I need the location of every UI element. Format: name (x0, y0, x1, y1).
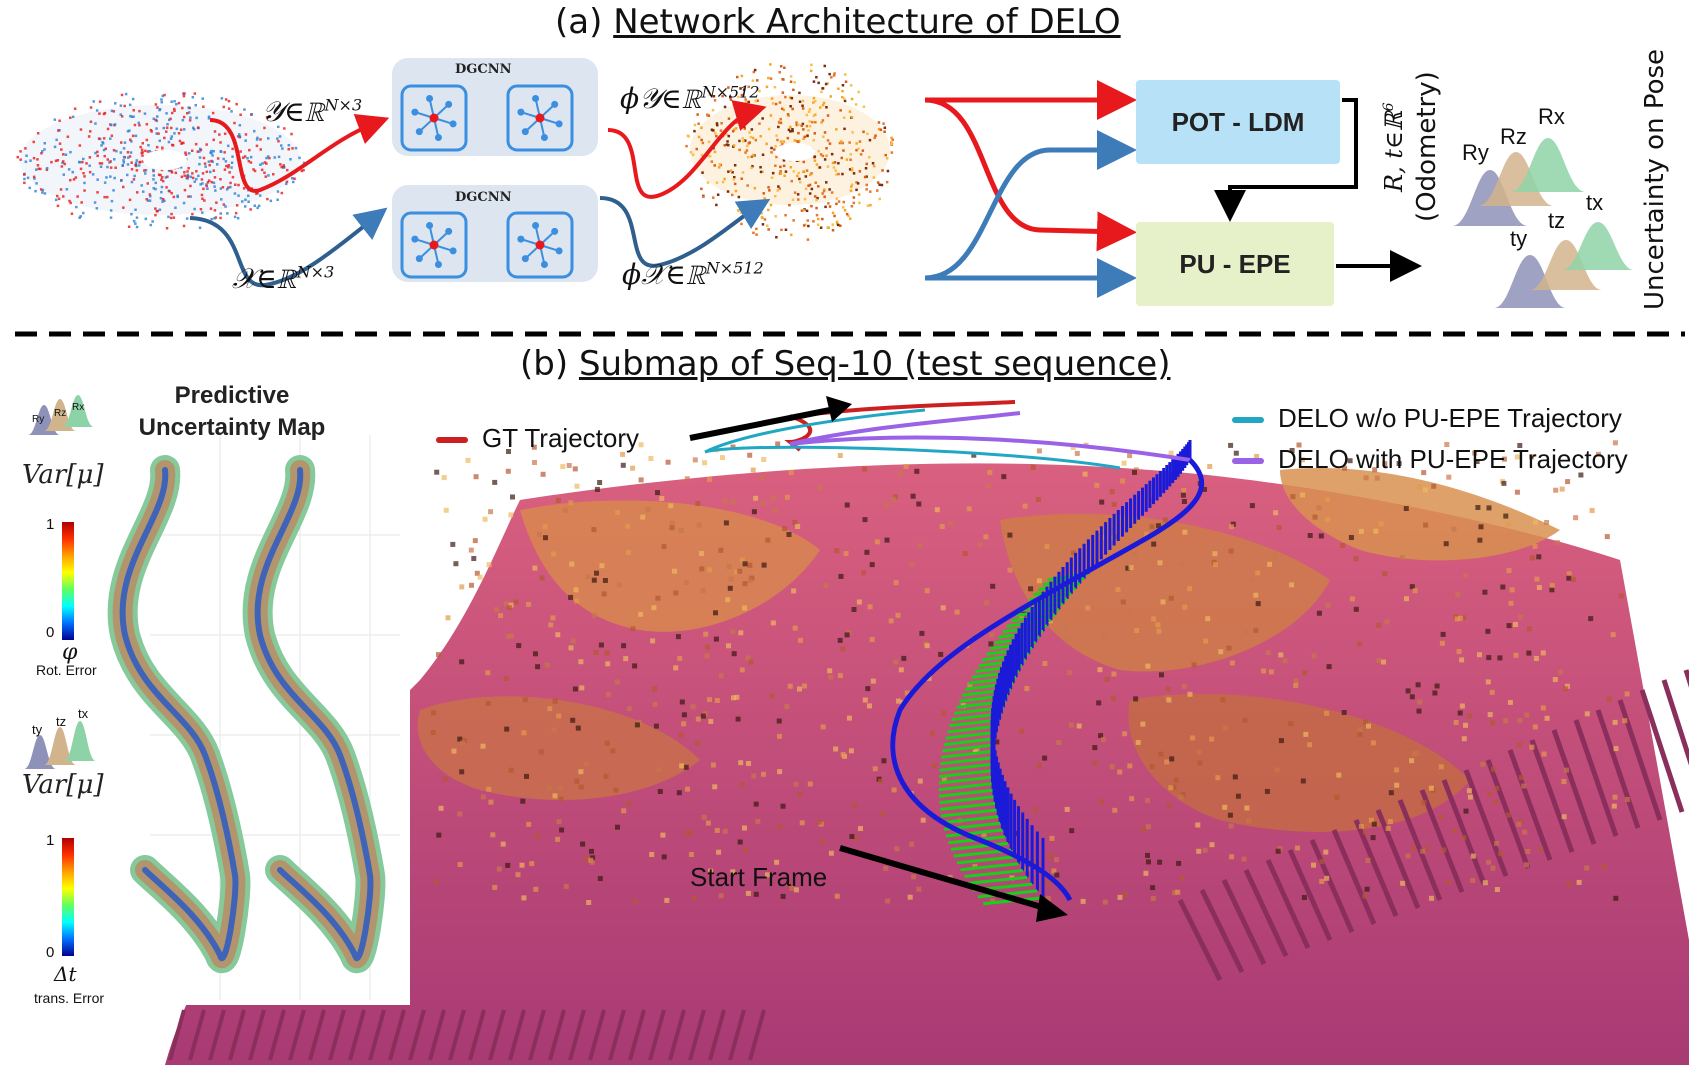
dgcnn-top-panel (392, 58, 598, 156)
legend-with: DELO with PU-EPE Trajectory (1232, 444, 1628, 475)
var-mu-trans: Var[μ] (22, 770, 104, 800)
pot-ldm-block: POT - LDM (1136, 80, 1340, 164)
mini-tx: tx (78, 706, 89, 721)
legend-with-swatch (1232, 458, 1264, 465)
pot-to-pu-arrow (1214, 98, 1358, 222)
phi-y-text: ϕ𝒴∈ℝ (620, 82, 702, 115)
submap-scene (165, 396, 1689, 1065)
mini-tz: tz (56, 714, 67, 729)
tx-label: tx (1586, 190, 1604, 215)
legend-without: DELO w/o PU-EPE Trajectory (1232, 403, 1622, 434)
uncertainty-path-trans (242, 455, 386, 974)
dgcnn-top-label: DGCNN (455, 62, 512, 77)
predictive-map-graphics (24, 395, 400, 1000)
y-input-text: 𝒴∈ℝ (262, 95, 325, 128)
rot-colorbar (62, 522, 74, 640)
phi-x-label: ϕ𝒳∈ℝN×512 (622, 258, 764, 292)
part-a-label: (a) (555, 2, 603, 42)
legend-gt-text: GT Trajectory (482, 423, 640, 453)
legend-without-swatch (1232, 417, 1264, 424)
rot-cbar-min: 0 (46, 624, 55, 641)
part-b-label: (b) (520, 344, 569, 384)
x-input-label: 𝒳∈ℝN×3 (232, 262, 334, 296)
mini-ry: Ry (32, 414, 45, 425)
rot-label: Rot. Error (36, 662, 97, 678)
legend-without-text: DELO w/o PU-EPE Trajectory (1278, 403, 1622, 433)
y-input-arrow (209, 114, 390, 193)
pu-epe-block: PU - EPE (1136, 222, 1334, 306)
dgcnn-bottom-panel (392, 185, 598, 282)
legend-gt: GT Trajectory (436, 423, 639, 454)
phi-y-label: ϕ𝒴∈ℝN×512 (620, 82, 760, 116)
blue-to-pot-arrow (924, 130, 1137, 281)
dgcnn-bottom-label: DGCNN (455, 190, 512, 205)
x-input-text: 𝒳∈ℝ (232, 262, 297, 295)
phi-x-sup: N×512 (705, 258, 764, 278)
trans-colorbar (62, 838, 74, 956)
predictive-map-title: Predictive Uncertainty Map (122, 380, 342, 444)
mini-rx: Rx (72, 402, 85, 413)
rz-label: Rz (1500, 124, 1527, 149)
y-input-sup: N×3 (324, 95, 363, 115)
rx-label: Rx (1538, 104, 1565, 129)
architecture-graphics (15, 58, 1685, 337)
rot-cbar-max: 1 (46, 516, 55, 533)
part-a-title-text: Network Architecture of DELO (613, 2, 1121, 42)
phi-x-arrow (599, 196, 771, 268)
predictive-map-title-line2: Uncertainty Map (138, 414, 326, 441)
phi-x-text: ϕ𝒳∈ℝ (622, 258, 706, 291)
translation-distributions (1494, 222, 1634, 308)
ty-label: ty (1510, 226, 1528, 251)
predictive-map-title-line1: Predictive (174, 382, 290, 409)
tz-label: tz (1548, 208, 1566, 233)
trans-symbol: Δt (54, 962, 77, 986)
ry-label: Ry (1462, 140, 1489, 165)
rotation-distributions (1452, 138, 1586, 226)
phi-y-arrow (607, 100, 767, 199)
var-mu-rot: Var[μ] (22, 460, 104, 490)
odometry-math-text: R, t∈ℝ (1380, 111, 1408, 192)
part-a-title: (a) Network Architecture of DELO (555, 2, 1121, 42)
red-to-pu-arrow (924, 97, 1137, 252)
mini-ty: ty (32, 722, 43, 737)
x-input-arrow (189, 207, 388, 288)
phi-y-sup: N×512 (701, 82, 760, 102)
graph-icons (400, 84, 574, 279)
legend-with-text: DELO with PU-EPE Trajectory (1278, 444, 1628, 474)
start-frame-label: Start Frame (690, 862, 828, 892)
trans-label: trans. Error (34, 990, 105, 1006)
part-b-title-text: Submap of Seq-10 (test sequence) (578, 344, 1171, 384)
rot-symbol: φ (62, 640, 78, 665)
trans-cbar-max: 1 (46, 832, 55, 849)
uncertainty-path-rot (107, 455, 251, 974)
part-b-title: (b) Submap of Seq-10 (test sequence) (520, 344, 1170, 384)
odometry-label: (Odometry) (1412, 71, 1442, 222)
x-input-sup: N×3 (296, 262, 335, 282)
legend-gt-swatch (436, 437, 468, 444)
odometry-math: R, t∈ℝ6 (1380, 102, 1408, 192)
y-input-label: 𝒴∈ℝN×3 (262, 95, 362, 129)
mini-rz: Rz (54, 408, 67, 419)
odometry-math-sup: 6 (1381, 102, 1397, 112)
trans-cbar-min: 0 (46, 944, 55, 961)
terrain (165, 463, 1689, 1065)
uncertainty-title: Uncertainty on Pose (1640, 48, 1670, 310)
